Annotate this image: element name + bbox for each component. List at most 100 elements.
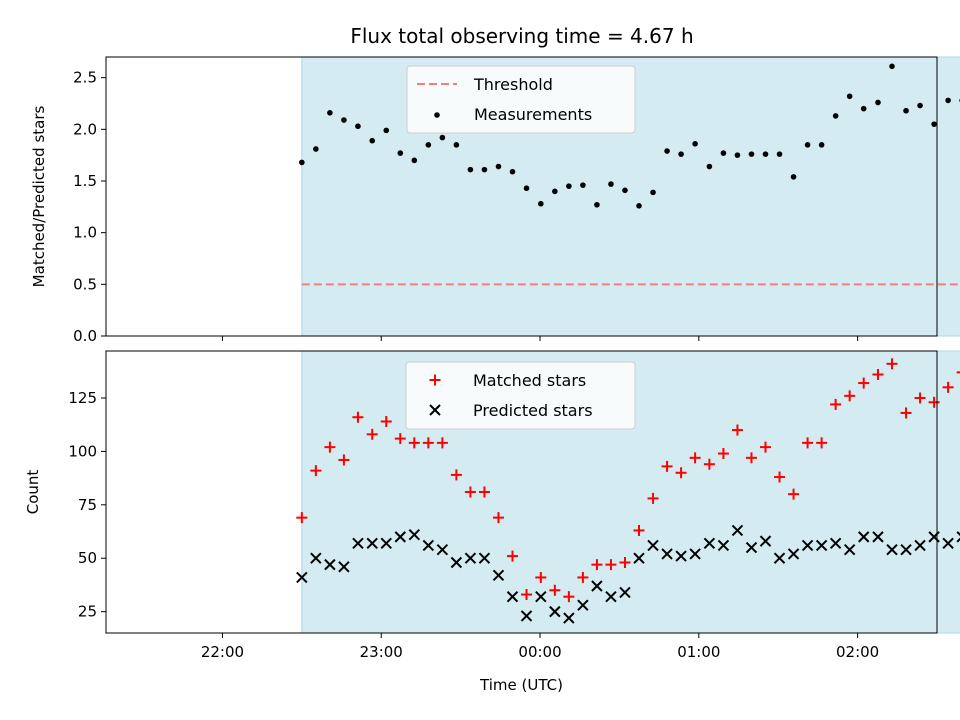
bottom-panel-legend: Matched stars Predicted stars (405, 361, 636, 430)
predicted-stars-point (914, 539, 926, 552)
bottom-legend-matched-label: Matched stars (473, 371, 586, 390)
measurement-point (327, 110, 333, 116)
top-panel: 0.0 0.5 1.0 1.5 2.0 2.5 Matched/Predicted sta… (30, 56, 960, 345)
matched-stars-point (802, 437, 814, 449)
top-panel-frame (105, 56, 938, 337)
matched-stars-point (956, 371, 960, 374)
top-y-tick-label: 0.5 (73, 275, 97, 293)
x-axis-label: Time (UTC) (479, 676, 563, 694)
measurement-point (748, 151, 755, 157)
matched-stars-point (830, 398, 842, 410)
predicted-stars-point (956, 531, 960, 543)
measurement-point (818, 142, 825, 148)
bottom-panel-y-axis: 25 50 75 100 125 (68, 389, 106, 621)
matched-stars-point (408, 437, 420, 449)
matched-stars-point (535, 571, 547, 583)
measurement-point (341, 117, 347, 123)
measurement-point (622, 187, 628, 194)
matched-stars-point (605, 559, 617, 571)
measurement-point (594, 201, 600, 208)
predicted-stars-point (296, 571, 308, 584)
matched-stars-point (942, 381, 954, 393)
matched-stars-point (507, 550, 519, 562)
measurement-point (790, 174, 797, 180)
matched-stars-point (816, 437, 828, 449)
measurement-point (636, 203, 642, 209)
predicted-stars-point (801, 539, 814, 552)
matched-stars-point (774, 471, 786, 483)
predicted-stars-point (633, 552, 645, 564)
measurement-point (860, 105, 867, 112)
predicted-stars-point (338, 561, 350, 573)
measurement-point (509, 168, 516, 175)
matched-stars-point (633, 524, 645, 536)
matched-stars-point (591, 559, 603, 571)
bottom-legend-predicted-swatch (429, 404, 441, 416)
measurement-point (439, 134, 446, 141)
predicted-stars-point (394, 531, 406, 543)
predicted-stars-point (942, 537, 954, 549)
bottom-panel-y-label: Count (24, 470, 42, 515)
matched-stars-point (675, 467, 687, 479)
top-legend-threshold-label: Threshold (473, 75, 553, 94)
top-panel-legend: Threshold Measurements (406, 65, 636, 134)
measurement-point (931, 121, 937, 127)
predicted-stars-point (366, 537, 378, 549)
matched-stars-point (788, 488, 800, 500)
bottom-y-tick-label: 75 (78, 496, 97, 514)
predicted-stars-point (408, 529, 421, 541)
predicted-stars-point (506, 590, 519, 603)
predicted-stars-point (815, 539, 828, 552)
measurement-point (776, 151, 783, 157)
measurement-point (538, 200, 544, 207)
measurement-point (481, 166, 488, 173)
matched-stars-point (436, 437, 448, 449)
top-legend-box (406, 65, 636, 134)
measurement-point (355, 123, 361, 130)
predicted-stars-point (661, 548, 673, 560)
predicted-stars-point (759, 535, 772, 547)
matched-stars-point (689, 452, 701, 464)
matched-stars-point (717, 448, 729, 460)
predicted-stars-point (619, 586, 631, 599)
bottom-y-tick-label: 25 (78, 603, 97, 621)
predicted-stars-point (478, 552, 491, 564)
top-y-tick-label: 0.0 (73, 327, 97, 345)
measurement-point (889, 63, 895, 70)
predicted-stars-point (787, 548, 800, 560)
predicted-stars-point (900, 543, 912, 556)
measurement-point (369, 137, 376, 144)
bottom-y-tick-label: 50 (78, 549, 97, 567)
predicted-stars-point (773, 552, 786, 564)
bottom-panel-marks (296, 358, 960, 624)
top-legend-measurements-label: Measurements (474, 105, 592, 124)
matched-stars-point (338, 454, 350, 466)
predicted-stars-point (591, 580, 603, 592)
figure-title: Flux total observing time = 4.67 h (350, 24, 693, 48)
measurement-point (650, 189, 656, 196)
matched-stars-point (422, 437, 434, 449)
measurement-point (720, 150, 727, 156)
measurement-point (495, 163, 502, 170)
measurement-point (313, 146, 319, 152)
measurement-point (411, 157, 418, 164)
matched-stars-point (661, 460, 673, 472)
predicted-stars-point (422, 539, 435, 552)
predicted-stars-point (380, 537, 392, 549)
measurement-point (664, 148, 670, 154)
measurement-point (566, 183, 572, 189)
predicted-stars-point (310, 552, 322, 564)
matched-stars-point (521, 589, 533, 601)
measurement-point (552, 188, 558, 195)
matched-stars-point (760, 441, 772, 453)
matched-stars-point (731, 424, 743, 436)
measurement-point (832, 113, 839, 119)
predicted-stars-point (464, 552, 477, 564)
matched-stars-point (450, 469, 462, 481)
bottom-panel: 25 50 75 100 125 22:00 23:00 00:00 01:00 02:00 C… (24, 350, 960, 694)
matched-stars-point (324, 441, 336, 453)
predicted-stars-point (829, 537, 842, 549)
predicted-stars-point (872, 531, 884, 543)
bottom-panel-frame (105, 350, 938, 634)
matched-stars-point (872, 369, 884, 380)
